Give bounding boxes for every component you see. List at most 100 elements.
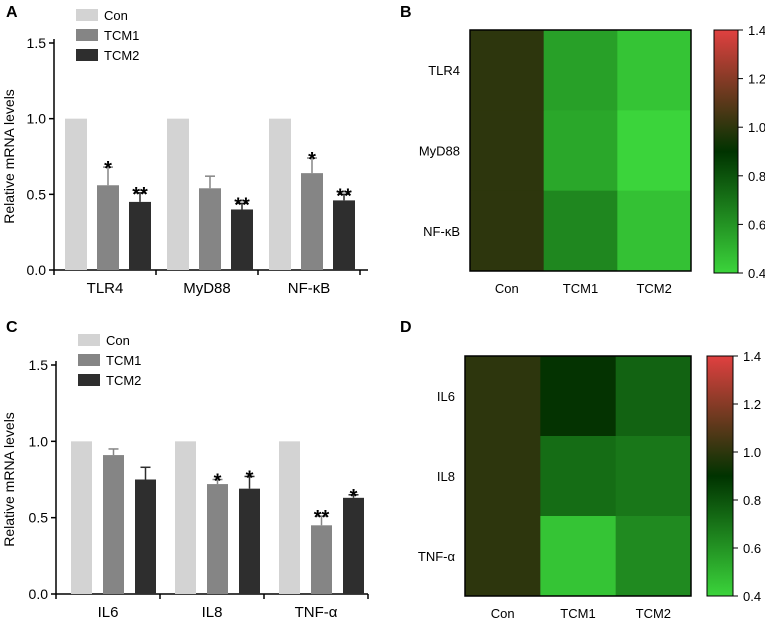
heatmap-cell [470,110,545,192]
colorbar-tick-label: 0.8 [748,169,765,184]
legend-label: TCM2 [104,48,139,63]
heatmap-cell [540,436,617,517]
heatmap-cell [615,516,692,597]
heatmap-col-label: TCM2 [636,606,671,621]
legend-swatch-tcm2 [76,49,98,61]
heatmap-row-label: IL6 [437,389,455,404]
bar-tcm2 [239,488,260,594]
bar-tcm2 [231,209,253,270]
y-axis-label: Relative mRNA levels [1,89,17,224]
colorbar-tick-label: 1.2 [743,397,761,412]
legend-swatch-tcm2 [78,374,100,386]
heatmap-col-label: TCM2 [636,281,671,296]
bar-tcm1 [301,173,323,270]
heatmap-cell [617,190,692,272]
heatmap-cell [617,30,692,111]
heatmap-col-label: TCM1 [560,606,595,621]
bar-tcm1 [199,188,221,270]
x-tick-label: NF-κB [288,280,331,297]
significance-marker: ** [336,185,352,207]
bar-tcm2 [343,497,364,594]
colorbar-tick-label: 1.2 [748,72,765,87]
x-tick-label: IL8 [202,604,223,621]
y-tick-label: 1.5 [27,35,47,51]
heatmap-cell [540,356,617,437]
bar-con [167,118,189,271]
significance-marker: * [104,158,112,180]
panel-label-d: D [400,319,412,336]
colorbar-tick-label: 0.6 [748,217,765,232]
x-tick-label: TNF-α [295,604,338,621]
colorbar-tick-label: 1.4 [743,349,761,364]
significance-marker: * [246,467,254,489]
heatmap-col-label: Con [495,281,519,296]
bar-tcm2 [129,201,151,270]
bar-chart-a: 0.0 0.5 1.0 1.5 Relative mRNA levels TLR4 MyD8… [1,8,368,297]
colorbar-tick-label: 1.4 [748,23,765,38]
heatmap-row-label: TLR4 [428,63,460,78]
heatmap-b: TLR4 MyD88 NF-κB Con TCM1 TCM2 1.4 1.2 1.0 0.8 0.6… [419,23,765,296]
colorbar-tick-label: 1.0 [748,120,765,135]
heatmap-row-label: TNF-α [418,549,456,564]
colorbar-tick-label: 0.4 [743,589,761,604]
heatmap-cell [465,356,541,437]
legend-swatch-con [76,9,98,21]
x-tick-label: IL6 [98,604,119,621]
y-tick-label: 0.5 [27,186,47,202]
significance-marker: * [214,471,222,493]
heatmap-frame [464,355,692,597]
heatmap-row-label: NF-κB [423,224,460,239]
bar-con [279,441,300,594]
colorbar-tick-label: 0.6 [743,541,761,556]
bar-tcm2 [135,479,156,594]
legend-swatch-tcm1 [76,29,98,41]
colorbar-tick-label: 0.4 [748,266,765,281]
heatmap-cell [615,356,692,437]
legend-swatch-tcm1 [78,354,100,366]
colorbar-tick-label: 0.8 [743,493,761,508]
bar-con [71,441,92,594]
bar-tcm2 [333,200,355,270]
colorbar [706,355,734,597]
heatmap-cell [470,190,545,272]
y-tick-label: 1.5 [29,357,49,373]
panel-label-a: A [6,4,18,21]
y-tick-label: 1.0 [29,433,49,449]
legend-label: TCM1 [104,28,139,43]
heatmap-cell [470,30,545,111]
bar-tcm1 [103,455,124,594]
legend-label: TCM2 [106,373,141,388]
colorbar [713,29,739,274]
legend-label: Con [104,8,128,23]
heatmap-cell [540,516,617,597]
heatmap-cell [615,436,692,517]
significance-marker: ** [314,507,330,529]
significance-marker: * [308,149,316,171]
panel-label-c: C [6,319,18,336]
panel-label-b: B [400,4,412,21]
y-axis-label: Relative mRNA levels [1,412,17,547]
heatmap-cell [617,110,692,192]
heatmap-row-label: MyD88 [419,144,460,159]
heatmap-cell [543,190,618,272]
bar-con [269,118,291,271]
significance-marker: * [350,486,358,508]
bar-tcm1 [207,484,228,594]
bar-chart-c: 0.0 0.5 1.0 1.5 Relative mRNA levels IL6 IL8 TN… [1,333,369,621]
legend-label: TCM1 [106,353,141,368]
bar-tcm1 [97,185,119,270]
y-tick-label: 0.0 [29,586,49,602]
y-tick-label: 0.5 [29,510,49,526]
heatmap-frame [469,29,692,272]
heatmap-cell [543,30,618,111]
heatmap-row-label: IL8 [437,469,455,484]
significance-marker: ** [234,194,250,216]
y-tick-label: 0.0 [27,262,47,278]
bar-con [65,118,87,271]
y-tick-label: 1.0 [27,111,47,127]
x-tick-label: TLR4 [87,280,124,297]
x-tick-label: MyD88 [183,280,231,297]
legend-label: Con [106,333,130,348]
heatmap-cell [543,110,618,192]
